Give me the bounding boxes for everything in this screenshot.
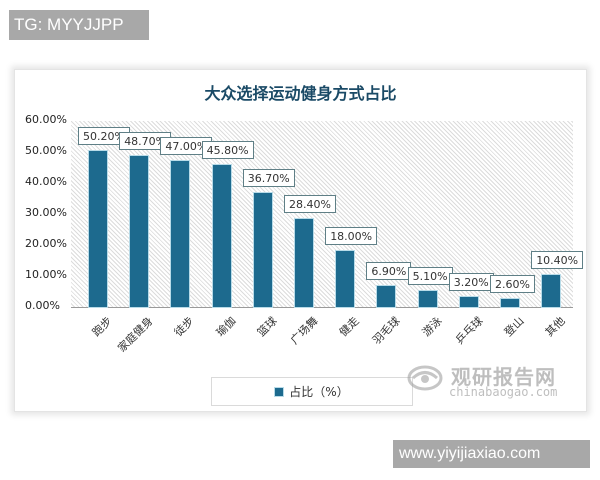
- x-category-label: 登山: [501, 314, 527, 340]
- brand-watermark: 观研报告网 chinabaogao.com: [407, 361, 575, 403]
- bar: [542, 274, 561, 307]
- data-label: 3.20%: [448, 273, 494, 292]
- data-label: 5.10%: [407, 267, 453, 286]
- bar: [377, 285, 396, 307]
- data-label: 6.90%: [366, 261, 412, 280]
- legend-label: 占比（%）: [289, 385, 349, 399]
- data-label: 45.80%: [201, 141, 254, 160]
- x-category-label: 健走: [337, 314, 362, 340]
- data-label: 48.70%: [119, 132, 172, 151]
- x-category-label: 广场舞: [288, 314, 321, 347]
- plot-area: 50.20% 48.70% 47.00% 45.80% 36.70% 28.40% 18.0…: [71, 121, 584, 308]
- brand-logo-icon: [407, 365, 443, 391]
- watermark-tag-top: TG: MYYJJPP: [9, 10, 149, 40]
- bar: [253, 193, 272, 307]
- bar: [130, 156, 149, 307]
- bar: [459, 297, 478, 307]
- legend-swatch: [275, 387, 284, 396]
- x-category-label: 乒乓球: [452, 314, 486, 347]
- data-label: 28.40%: [284, 194, 336, 213]
- bar: [501, 298, 519, 307]
- data-label: 10.40%: [531, 250, 584, 269]
- data-label: 18.00%: [325, 227, 378, 246]
- x-category-label: 瑜伽: [213, 314, 239, 340]
- x-category-label: 其他: [543, 314, 568, 340]
- x-category-label: 羽毛球: [370, 314, 403, 347]
- brand-name-cn: 观研报告网: [451, 365, 556, 389]
- x-category-label: 游泳: [419, 314, 445, 340]
- y-tick-label: 50.00%: [25, 144, 67, 157]
- brand-name-en: chinabaogao.com: [449, 385, 558, 399]
- bar: [89, 151, 107, 307]
- x-category-label: 篮球: [254, 314, 280, 340]
- watermark-tag-bottom: www.yiyijiaxiao.com: [393, 440, 590, 468]
- bar: [171, 161, 190, 307]
- data-label: 2.60%: [490, 274, 535, 293]
- x-category-label: 跑步: [89, 314, 115, 340]
- legend: 占比（%）: [211, 377, 413, 406]
- y-tick-label: 60.00%: [25, 113, 67, 126]
- y-tick-label: 10.00%: [25, 268, 67, 281]
- bar: [212, 165, 231, 307]
- y-tick-label: 40.00%: [25, 175, 67, 188]
- chart-frame: 大众选择运动健身方式占比 60.00% 50.00% 40.00% 30.00% 20.…: [14, 69, 587, 412]
- y-tick-label: 20.00%: [25, 237, 67, 250]
- y-tick-label: 0.00%: [25, 299, 60, 312]
- bar: [418, 291, 437, 307]
- x-category-label: 徒步: [172, 314, 197, 340]
- data-label: 47.00%: [160, 137, 213, 156]
- x-category-label: 家庭健身: [115, 314, 156, 355]
- chart-title: 大众选择运动健身方式占比: [204, 84, 397, 103]
- data-label: 36.70%: [242, 169, 295, 188]
- bar: [336, 251, 355, 307]
- bar: [295, 218, 313, 307]
- y-tick-label: 30.00%: [25, 206, 67, 219]
